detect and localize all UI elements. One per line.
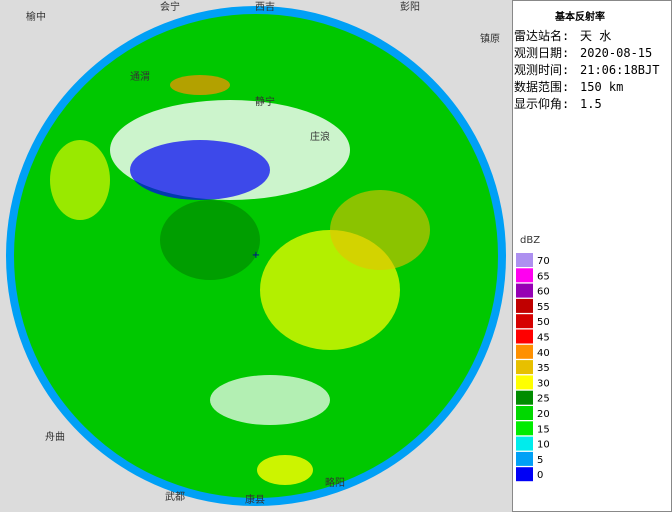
city-label: 会宁 — [160, 0, 180, 13]
city-label: 通渭 — [130, 71, 150, 83]
city-label: 康县 — [245, 493, 265, 506]
legend-swatch — [516, 268, 533, 283]
info-label: 显示仰角: — [514, 96, 569, 111]
echo-strong — [50, 140, 110, 220]
legend-swatch — [516, 375, 533, 390]
info-value: 150 km — [580, 80, 623, 94]
echo-moderate — [160, 200, 260, 280]
city-label: 静宁 — [255, 95, 275, 108]
legend-swatch — [516, 436, 533, 451]
side-panel — [512, 0, 672, 512]
legend-swatch — [516, 329, 533, 344]
legend-label: 20 — [537, 409, 550, 420]
info-label: 雷达站名: — [514, 28, 569, 43]
legend-label: 30 — [537, 378, 550, 389]
legend-unit: dBZ — [520, 235, 540, 246]
city-label: 镇原 — [480, 32, 500, 45]
legend-swatch — [516, 314, 533, 329]
echo-strong — [170, 75, 230, 95]
legend-swatch — [516, 283, 533, 298]
radar-site: + — [252, 250, 260, 261]
info-label: 观测日期: — [514, 46, 569, 60]
info-value: 21:06:18BJT — [580, 63, 659, 77]
info-value: 2020-08-15 — [580, 46, 652, 60]
echo-strong — [330, 190, 430, 270]
info-label: 数据范围: — [514, 79, 569, 94]
clear-area — [210, 375, 330, 425]
legend-swatch — [516, 406, 533, 420]
info-value: 天 水 — [580, 29, 611, 43]
legend-label: 5 — [537, 455, 543, 466]
legend-label: 15 — [537, 424, 550, 435]
echo-strong — [257, 455, 313, 485]
info-value: 1.5 — [580, 97, 602, 111]
legend-label: 45 — [537, 333, 550, 344]
legend-swatch — [516, 467, 533, 482]
echo-weak — [130, 140, 270, 200]
legend-swatch — [516, 344, 533, 359]
city-label: 榆中 — [26, 10, 46, 23]
legend-swatch — [516, 451, 533, 466]
city-label: 西吉 — [255, 1, 275, 13]
legend-swatch — [516, 390, 533, 405]
legend-label: 35 — [537, 363, 550, 374]
legend-label: 0 — [537, 470, 543, 481]
echo-ring — [6, 6, 506, 506]
legend-label: 25 — [537, 394, 550, 405]
legend-swatch — [516, 298, 533, 313]
legend-label: 65 — [537, 271, 550, 282]
info-label: 观测时间: — [514, 63, 569, 77]
legend-label: 50 — [537, 317, 550, 328]
city-label: 舟曲 — [45, 430, 65, 443]
legend-label: 40 — [537, 348, 550, 359]
legend-label: 55 — [537, 302, 550, 313]
city-label: 彭阳 — [400, 0, 420, 13]
city-label: 武都 — [165, 490, 185, 503]
legend-label: 70 — [537, 256, 550, 267]
legend-label: 60 — [537, 287, 550, 298]
legend-swatch — [516, 421, 533, 436]
title: 基本反射率 — [554, 10, 605, 23]
legend-swatch — [516, 360, 533, 375]
city-label: 略阳 — [325, 476, 345, 489]
city-label: 庄浪 — [310, 130, 330, 143]
legend-label: 10 — [537, 440, 550, 451]
legend-swatch — [516, 253, 533, 267]
